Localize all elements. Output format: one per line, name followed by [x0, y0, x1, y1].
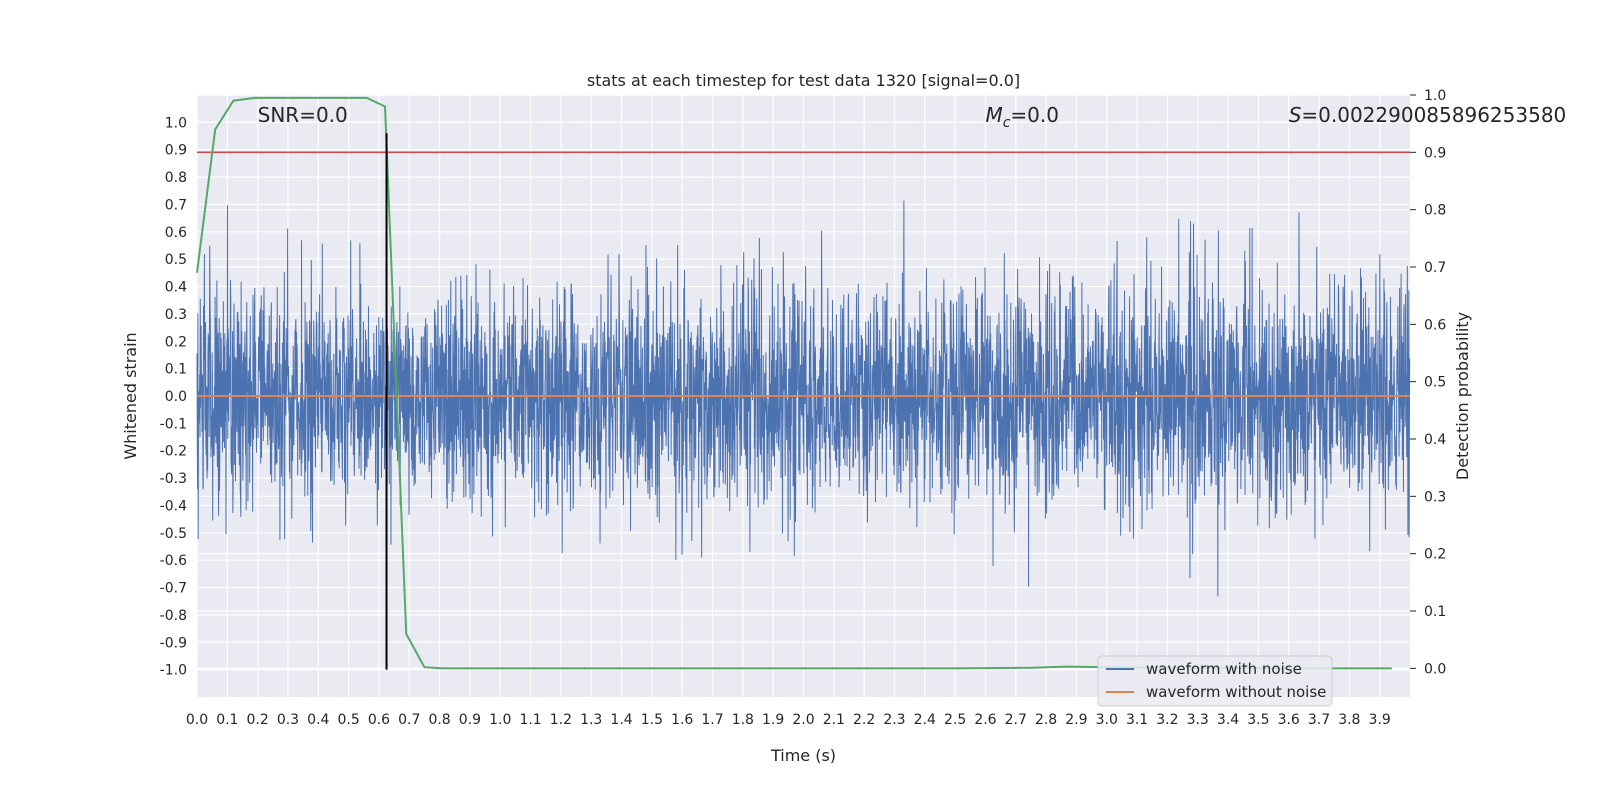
annotation-chirp-mass: Mc=0.0 [985, 103, 1059, 131]
y2-tick-label: 0.9 [1424, 145, 1446, 161]
x-tick-label: 3.5 [1247, 712, 1269, 728]
line-waveform-with-noise [196, 200, 1411, 597]
chart-title: stats at each timestep for test data 132… [587, 71, 1020, 90]
x-tick-label: 0.3 [277, 712, 299, 728]
annotation-snr: SNR=0.0 [258, 103, 348, 127]
x-tick-label: 2.4 [914, 712, 936, 728]
y2-tick-label: 0.4 [1424, 432, 1446, 448]
y-tick-label: -0.3 [160, 471, 187, 487]
x-tick-label: 2.5 [944, 712, 966, 728]
y-tick-label: 0.1 [165, 362, 187, 378]
annotation-s-value: =0.002290085896253580 [1301, 103, 1566, 127]
y2-tick-label: 0.3 [1424, 489, 1446, 505]
x-tick-label: 1.5 [641, 712, 663, 728]
x-tick-label: 0.1 [216, 712, 238, 728]
x-tick-label: 1.9 [762, 712, 784, 728]
y-tick-label: -0.9 [160, 635, 187, 651]
y2-tick-label: 0.8 [1424, 203, 1446, 219]
y-tick-label: 0.3 [165, 307, 187, 323]
x-tick-label: 2.9 [1065, 712, 1087, 728]
x-tick-label: 0.9 [459, 712, 481, 728]
x-tick-label: 1.4 [610, 712, 632, 728]
y2-tick-label: 1.0 [1424, 88, 1446, 104]
y-tick-label: 0.8 [165, 170, 187, 186]
x-tick-label: 1.3 [580, 712, 602, 728]
legend-label-waveform-with-noise: waveform with noise [1146, 660, 1302, 678]
x-tick-label: 1.6 [671, 712, 693, 728]
x-tick-label: 3.9 [1369, 712, 1391, 728]
y2-axis-label: Detection probability [1453, 312, 1472, 480]
y2-tick-label: 0.5 [1424, 375, 1446, 391]
x-tick-label: 3.8 [1338, 712, 1360, 728]
x-tick-label: 0.2 [247, 712, 269, 728]
x-tick-label: 3.2 [1156, 712, 1178, 728]
x-tick-label: 2.2 [853, 712, 875, 728]
y-tick-label: -0.8 [160, 608, 187, 624]
x-tick-label: 3.0 [1096, 712, 1118, 728]
x-axis-label: Time (s) [770, 746, 836, 765]
y2-tick-label: 0.7 [1424, 260, 1446, 276]
y2-tick-label: 0.0 [1424, 661, 1446, 677]
y-tick-label: 0.0 [165, 389, 187, 405]
y-tick-label: -0.2 [160, 444, 187, 460]
y-axis-label: Whitened strain [121, 332, 140, 459]
x-tick-label: 3.7 [1308, 712, 1330, 728]
y2-tick-label: 0.6 [1424, 317, 1446, 333]
y-tick-label: 0.7 [165, 197, 187, 213]
annotation-mc-symbol: M [985, 103, 1002, 127]
x-tick-label: 3.1 [1126, 712, 1148, 728]
x-tick-label: 3.3 [1187, 712, 1209, 728]
y-tick-label: -0.4 [160, 498, 187, 514]
x-tick-label: 2.0 [792, 712, 814, 728]
y-tick-label: 0.6 [165, 225, 187, 241]
y2-tick-label: 0.2 [1424, 547, 1446, 563]
x-tick-label: 2.8 [1035, 712, 1057, 728]
legend: waveform with noise waveform without noi… [1097, 655, 1333, 707]
series-waveform-with-noise [196, 200, 1411, 597]
y-tick-label: -0.5 [160, 526, 187, 542]
y-tick-label: 0.4 [165, 280, 187, 296]
annotation-mc-subscript: c [1003, 115, 1011, 131]
x-tick-label: 2.7 [1005, 712, 1027, 728]
x-tick-label: 0.6 [368, 712, 390, 728]
axis-ticks: 0.0 0.1 0.2 0.3 0.4 0.5 0.6 0.7 0.8 0.9 1.0 1.1 1.2 1… [160, 88, 1447, 728]
x-tick-label: 1.7 [701, 712, 723, 728]
annotation-mc-value: =0.0 [1010, 103, 1059, 127]
x-tick-label: 0.5 [337, 712, 359, 728]
legend-label-waveform-without-noise: waveform without noise [1146, 683, 1326, 701]
y2-tick-label: 0.1 [1424, 604, 1446, 620]
x-tick-label: 3.4 [1217, 712, 1239, 728]
y-tick-label: -0.6 [160, 553, 187, 569]
x-tick-label: 2.6 [974, 712, 996, 728]
y-tick-label: -0.7 [160, 581, 187, 597]
legend-box [1097, 655, 1333, 707]
annotation-s: S=0.002290085896253580 [1289, 103, 1567, 127]
y-tick-label: 0.2 [165, 334, 187, 350]
x-tick-label: 0.8 [428, 712, 450, 728]
x-tick-label: 0.7 [398, 712, 420, 728]
y-tick-label: 1.0 [165, 115, 187, 131]
x-tick-label: 2.3 [883, 712, 905, 728]
x-tick-label: 3.6 [1278, 712, 1300, 728]
y-tick-label: 0.5 [165, 252, 187, 268]
y-tick-label: 0.9 [165, 143, 187, 159]
x-tick-label: 1.2 [550, 712, 572, 728]
x-tick-label: 0.0 [186, 712, 208, 728]
x-tick-label: 1.8 [732, 712, 754, 728]
annotation-s-symbol: S [1289, 103, 1302, 127]
x-tick-label: 1.1 [519, 712, 541, 728]
y-tick-label: -0.1 [160, 416, 187, 432]
x-tick-label: 1.0 [489, 712, 511, 728]
x-tick-label: 0.4 [307, 712, 329, 728]
y-tick-label: -1.0 [160, 663, 187, 679]
x-tick-label: 2.1 [823, 712, 845, 728]
